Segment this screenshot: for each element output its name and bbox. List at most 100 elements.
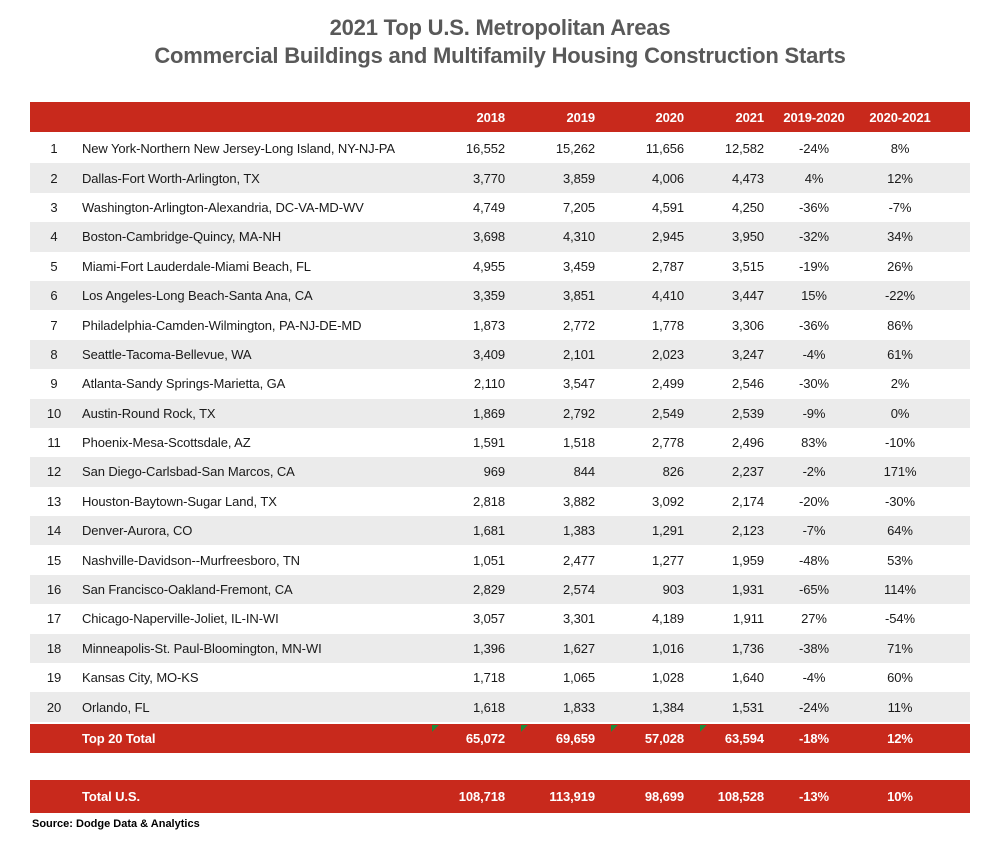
- rank-cell: 4: [50, 229, 58, 245]
- value-cell-2019: 3,301: [562, 611, 595, 627]
- pct-change-cell-2019-2020: -2%: [802, 464, 826, 480]
- value-cell-2019: 1,627: [562, 640, 595, 656]
- rank-cell: 10: [46, 405, 62, 421]
- rank-cell: 5: [50, 258, 58, 274]
- value-cell-2021: 12,582: [724, 141, 764, 157]
- total-us-2021: 108,528: [717, 788, 764, 804]
- top20-total-label: Top 20 Total: [82, 730, 156, 746]
- table-row: 16 San Francisco-Oakland-Fremont, CA 2,829…: [30, 574, 970, 605]
- metro-name-cell: Phoenix-Mesa-Scottsdale, AZ: [82, 435, 251, 451]
- metro-name-cell: Nashville-Davidson--Murfreesboro, TN: [82, 552, 300, 568]
- metro-name-cell: Austin-Round Rock, TX: [82, 405, 216, 421]
- pct-change-cell-2020-2021: 53%: [887, 552, 913, 568]
- pct-change-cell-2020-2021: 2%: [890, 376, 910, 392]
- column-header-2018: 2018: [476, 109, 505, 125]
- value-cell-2018: 3,409: [472, 346, 505, 362]
- value-cell-2020: 1,028: [651, 670, 684, 686]
- pct-change-cell-2020-2021: -30%: [885, 493, 915, 509]
- source-note: Source: Dodge Data & Analytics: [32, 818, 200, 830]
- column-header-2021: 2021: [735, 109, 764, 125]
- table-row: 5 Miami-Fort Lauderdale-Miami Beach, FL 4,…: [30, 252, 970, 281]
- table-row: 17 Chicago-Naperville-Joliet, IL-IN-WI 3,0…: [30, 604, 970, 633]
- table-body: 1 New York-Northern New Jersey-Long Islan…: [30, 134, 970, 722]
- metro-name-cell: Houston-Baytown-Sugar Land, TX: [82, 493, 277, 509]
- value-cell-2020: 2,945: [651, 229, 684, 245]
- title-line-1: 2021 Top U.S. Metropolitan Areas: [329, 15, 671, 40]
- value-cell-2020: 2,499: [651, 376, 684, 392]
- value-cell-2021: 2,123: [731, 523, 764, 539]
- top20-total-2018: 65,072: [430, 731, 519, 746]
- value-cell-2020: 3,092: [651, 493, 684, 509]
- value-cell-2021: 2,539: [731, 405, 764, 421]
- metro-name-cell: Kansas City, MO-KS: [82, 670, 199, 686]
- pct-change-cell-2019-2020: -36%: [799, 199, 829, 215]
- pct-change-cell-2020-2021: -54%: [885, 611, 915, 627]
- table-row: 2 Dallas-Fort Worth-Arlington, TX 3,770 3,8…: [30, 163, 970, 193]
- table-row: 18 Minneapolis-St. Paul-Bloomington, MN-W…: [30, 633, 970, 664]
- metro-name-cell: Los Angeles-Long Beach-Santa Ana, CA: [82, 288, 313, 304]
- column-header-2020: 2020: [655, 109, 684, 125]
- pct-change-cell-2020-2021: -10%: [885, 435, 915, 451]
- metro-name-cell: Miami-Fort Lauderdale-Miami Beach, FL: [82, 258, 311, 274]
- value-cell-2021: 1,531: [731, 699, 764, 715]
- pct-change-cell-2019-2020: 4%: [804, 170, 824, 186]
- value-cell-2020: 4,410: [651, 288, 684, 304]
- pct-change-cell-2019-2020: -38%: [799, 640, 829, 656]
- table-row: 1 New York-Northern New Jersey-Long Islan…: [30, 134, 970, 163]
- top20-total-row: Top 20 Total 65,072 69,659 57,028 63,594…: [30, 723, 970, 753]
- value-cell-2021: 3,447: [731, 288, 764, 304]
- top20-total-2019: 69,659: [519, 731, 609, 746]
- table-row: 14 Denver-Aurora, CO 1,681 1,383 1,291 2,123 -…: [30, 516, 970, 546]
- pct-change-cell-2019-2020: -65%: [799, 582, 829, 598]
- value-cell-2018: 1,718: [472, 670, 505, 686]
- total-us-2019: 113,919: [549, 788, 595, 804]
- pct-change-cell-2020-2021: 26%: [887, 258, 913, 274]
- rank-cell: 3: [50, 199, 58, 215]
- value-cell-2020: 4,189: [651, 611, 684, 627]
- table-row: 12 San Diego-Carlsbad-San Marcos, CA 969 84…: [30, 457, 970, 487]
- rank-cell: 9: [50, 376, 58, 392]
- metro-name-cell: Washington-Arlington-Alexandria, DC-VA-M…: [82, 199, 364, 215]
- table-row: 3 Washington-Arlington-Alexandria, DC-VA-…: [30, 193, 970, 222]
- column-header-2019-2020: 2019-2020: [783, 109, 845, 125]
- value-cell-2020: 2,778: [651, 435, 684, 451]
- rank-cell: 1: [50, 141, 58, 157]
- value-cell-2020: 2,549: [651, 405, 684, 421]
- value-cell-2021: 2,174: [731, 493, 764, 509]
- rank-cell: 18: [46, 640, 62, 656]
- total-us-pct-2020-2021: 10%: [887, 788, 913, 804]
- column-header-2020-2021: 2020-2021: [869, 109, 931, 125]
- pct-change-cell-2020-2021: 71%: [887, 640, 913, 656]
- total-us-pct-2019-2020: -13%: [799, 788, 829, 804]
- value-cell-2020: 2,023: [651, 346, 684, 362]
- rank-cell: 15: [46, 552, 62, 568]
- top20-total-2021: 63,594: [698, 731, 778, 746]
- total-us-row: Total U.S. 108,718 113,919 98,699 108,52…: [30, 779, 970, 813]
- value-cell-2018: 3,698: [472, 229, 505, 245]
- value-cell-2021: 2,546: [731, 376, 764, 392]
- pct-change-cell-2020-2021: 12%: [887, 170, 913, 186]
- value-cell-2018: 969: [483, 464, 505, 480]
- value-cell-2019: 4,310: [562, 229, 595, 245]
- metro-name-cell: Minneapolis-St. Paul-Bloomington, MN-WI: [82, 640, 322, 656]
- value-cell-2019: 3,547: [562, 376, 595, 392]
- pct-change-cell-2020-2021: 8%: [890, 141, 910, 157]
- metro-name-cell: Chicago-Naperville-Joliet, IL-IN-WI: [82, 611, 279, 627]
- value-cell-2021: 2,496: [731, 435, 764, 451]
- metro-name-cell: Seattle-Tacoma-Bellevue, WA: [82, 346, 252, 362]
- pct-change-cell-2019-2020: -19%: [799, 258, 829, 274]
- pct-change-cell-2020-2021: 60%: [887, 670, 913, 686]
- value-cell-2021: 2,237: [731, 464, 764, 480]
- value-cell-2020: 826: [662, 464, 684, 480]
- pct-change-cell-2019-2020: -20%: [799, 493, 829, 509]
- value-cell-2019: 7,205: [562, 199, 595, 215]
- value-cell-2018: 1,873: [472, 317, 505, 333]
- value-cell-2020: 2,787: [651, 258, 684, 274]
- table-row: 6 Los Angeles-Long Beach-Santa Ana, CA 3,3…: [30, 280, 970, 311]
- pct-change-cell-2020-2021: -22%: [885, 288, 915, 304]
- metro-name-cell: Denver-Aurora, CO: [82, 523, 193, 539]
- value-cell-2019: 2,574: [562, 582, 595, 598]
- pct-change-cell-2019-2020: -32%: [799, 229, 829, 245]
- value-cell-2019: 3,882: [562, 493, 595, 509]
- table-row: 9 Atlanta-Sandy Springs-Marietta, GA 2,110…: [30, 369, 970, 398]
